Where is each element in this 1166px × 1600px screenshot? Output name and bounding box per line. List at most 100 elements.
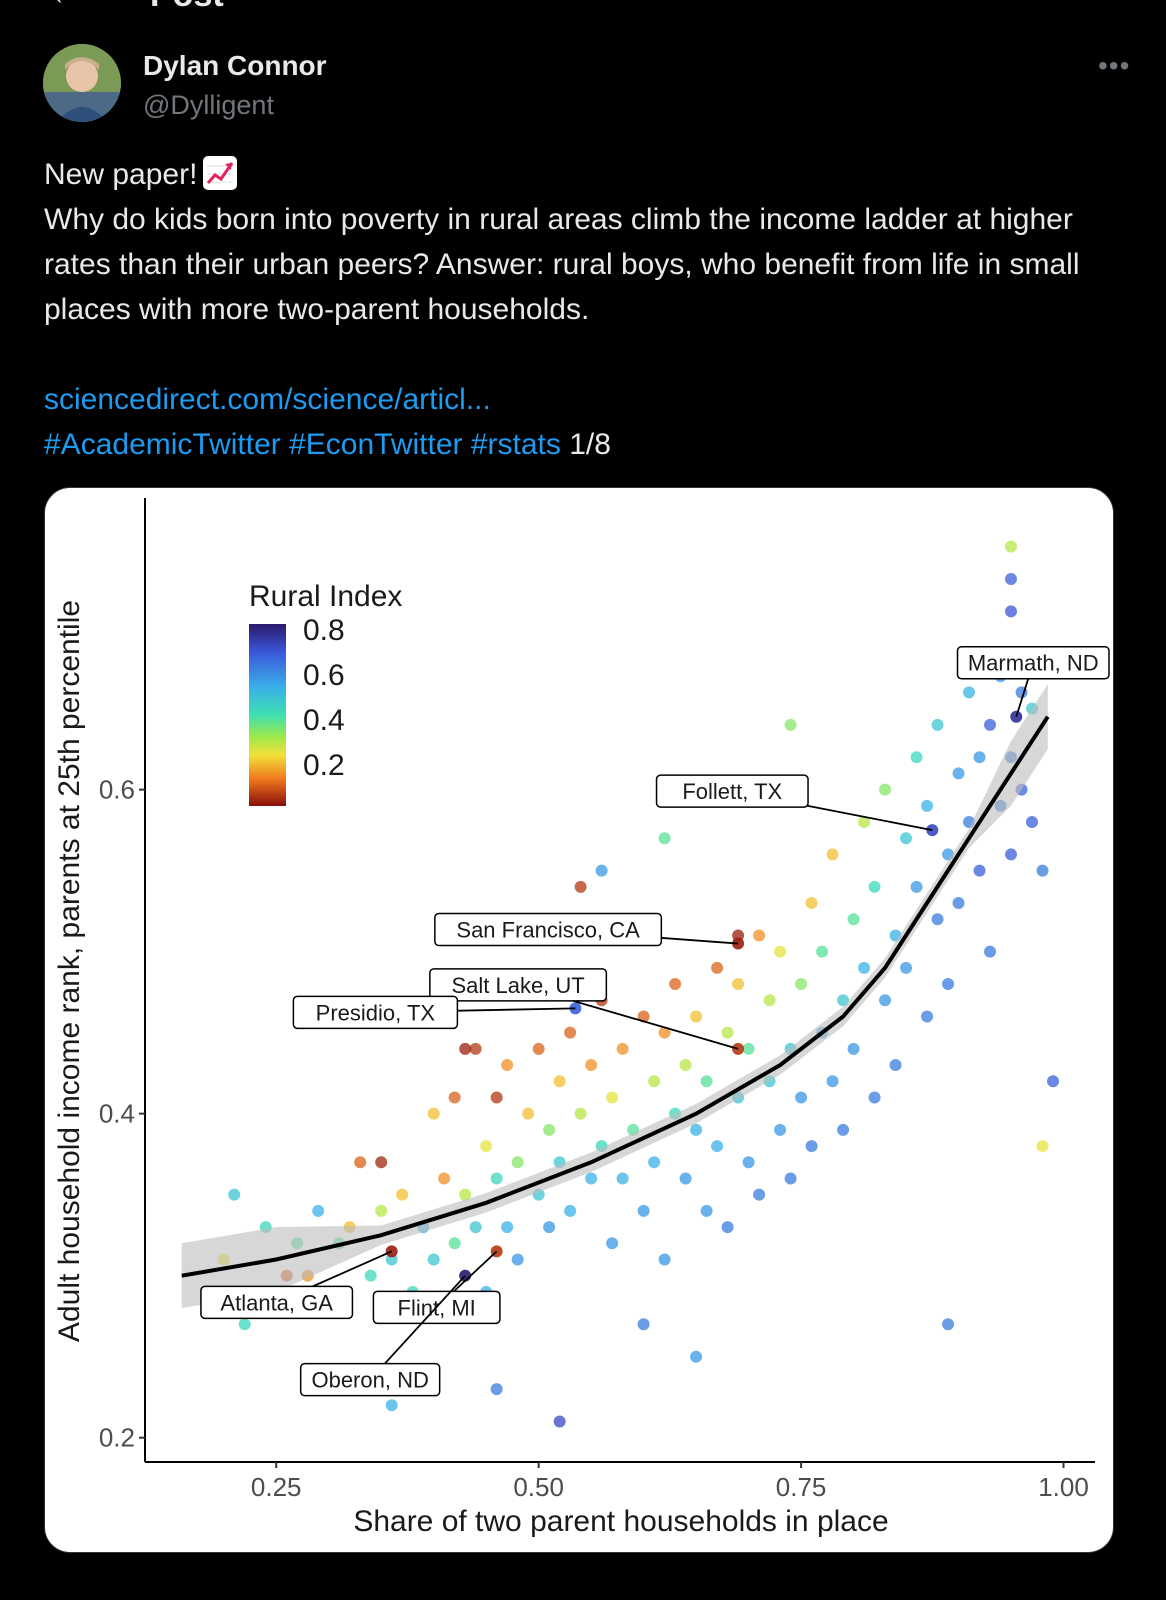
y-axis-label: Adult household income rank, parents at … — [53, 600, 86, 1342]
scatter-point — [784, 718, 797, 731]
legend-colorbar — [249, 624, 286, 806]
legend-tick: 0.4 — [303, 704, 345, 737]
top-header: ← Post — [0, 0, 1166, 14]
scatter-point — [595, 864, 608, 877]
scatter-chart: 0.25 0.50 0.75 1.00 0.2 0.4 0.6 Marmath, ND Fol… — [53, 498, 1110, 1538]
scatter-point — [858, 961, 871, 974]
scatter-point — [490, 1383, 503, 1396]
scatter-point — [952, 767, 965, 780]
hashtag-econtwitter[interactable]: #EconTwitter — [289, 428, 463, 461]
hashtag-rstats[interactable]: #rstats — [470, 428, 561, 461]
scatter-point — [721, 1221, 734, 1234]
scatter-point — [742, 1042, 755, 1055]
more-options-icon[interactable]: ••• — [1098, 50, 1131, 81]
scatter-point — [522, 1107, 535, 1120]
legend: Rural Index 0.8 0.6 0.4 0.2 — [249, 580, 402, 806]
scatter-point — [511, 1253, 524, 1266]
scatter-point — [847, 913, 860, 926]
point-label-box — [434, 912, 663, 947]
scatter-point — [679, 1059, 692, 1072]
scatter-point — [501, 1059, 514, 1072]
scatter-point — [1005, 605, 1018, 618]
scatter-point — [910, 880, 923, 893]
scatter-point — [469, 1221, 482, 1234]
scatter-point — [679, 1172, 692, 1185]
scatter-point — [837, 1123, 850, 1136]
scatter-point — [312, 1204, 325, 1217]
scatter-point — [931, 718, 944, 731]
scatter-point — [1005, 540, 1018, 553]
scatter-point — [459, 1188, 472, 1201]
scatter-point — [585, 1059, 598, 1072]
trend-line — [181, 715, 1050, 1278]
scatter-point — [1005, 573, 1018, 586]
scatter-point — [658, 1026, 671, 1039]
scatter-point — [805, 1140, 818, 1153]
scatter-point — [1036, 864, 1049, 877]
avatar[interactable] — [43, 44, 121, 122]
scatter-point — [921, 799, 934, 812]
back-arrow-icon[interactable]: ← — [50, 0, 80, 12]
scatter-point — [774, 945, 787, 958]
scatter-point — [648, 1156, 661, 1169]
scatter-point — [690, 1350, 703, 1363]
scatter-point — [511, 1156, 524, 1169]
y-tick-label: 0.2 — [99, 1423, 135, 1453]
scatter-point — [1036, 1140, 1049, 1153]
scatter-point — [669, 978, 682, 991]
scatter-point — [963, 686, 976, 699]
point-label: Follett, TX — [682, 779, 782, 804]
scatter-point — [606, 1091, 619, 1104]
point-label: Marmath, ND — [968, 651, 1099, 676]
scatter-point — [868, 880, 881, 893]
author-handle[interactable]: @Dylligent — [143, 90, 274, 120]
scatter-point — [364, 1269, 377, 1282]
scatter-point — [900, 832, 913, 845]
point-label-box — [292, 995, 459, 1030]
scatter-point — [354, 1156, 367, 1169]
scatter-point — [753, 1188, 766, 1201]
point-label: Oberon, ND — [311, 1368, 428, 1393]
scatter-point — [490, 1091, 503, 1104]
scatter-point — [1047, 1075, 1060, 1088]
author-name[interactable]: Dylan Connor — [143, 50, 327, 81]
scatter-point — [795, 978, 808, 991]
scatter-point — [879, 994, 892, 1007]
scatter-point — [490, 1172, 503, 1185]
scatter-point — [427, 1107, 440, 1120]
scatter-point — [616, 1042, 629, 1055]
scatter-point — [574, 880, 587, 893]
legend-title: Rural Index — [249, 580, 402, 613]
scatter-point — [931, 913, 944, 926]
scatter-point — [228, 1188, 241, 1201]
scatter-point — [658, 1253, 671, 1266]
scatter-point — [952, 897, 965, 910]
scatter-point — [501, 1221, 514, 1234]
x-axis-label: Share of two parent households in place — [353, 1505, 888, 1538]
point-labels: Marmath, ND Follett, TX San Francisco, CA S… — [200, 645, 1110, 1397]
scatter-point — [564, 1204, 577, 1217]
scatter-point — [532, 1042, 545, 1055]
scatter-point — [469, 1042, 482, 1055]
axes: 0.25 0.50 0.75 1.00 0.2 0.4 0.6 — [99, 498, 1095, 1502]
scatter-point — [711, 961, 724, 974]
scatter-point — [826, 848, 839, 861]
hashtag-academictwitter[interactable]: #AcademicTwitter — [44, 428, 281, 461]
scatter-point — [385, 1399, 398, 1412]
scatter-point — [690, 1123, 703, 1136]
x-tick-label: 0.75 — [776, 1472, 827, 1502]
point-label: San Francisco, CA — [456, 918, 640, 943]
scatter-point — [238, 1318, 251, 1331]
legend-tick: 0.8 — [303, 614, 345, 647]
trend-confidence-band — [181, 684, 1048, 1309]
scatter-point — [1005, 848, 1018, 861]
scatter-point — [448, 1237, 461, 1250]
chart-image[interactable]: 0.25 0.50 0.75 1.00 0.2 0.4 0.6 Marmath, ND Fol… — [44, 487, 1114, 1553]
scatter-point — [711, 1140, 724, 1153]
article-link[interactable]: sciencedirect.com/science/articl... — [44, 383, 491, 416]
scatter-point — [973, 751, 986, 764]
scatter-point — [858, 816, 871, 829]
labeled-point — [732, 1042, 745, 1055]
scatter-point — [574, 1107, 587, 1120]
chart-increasing-icon — [203, 156, 238, 190]
